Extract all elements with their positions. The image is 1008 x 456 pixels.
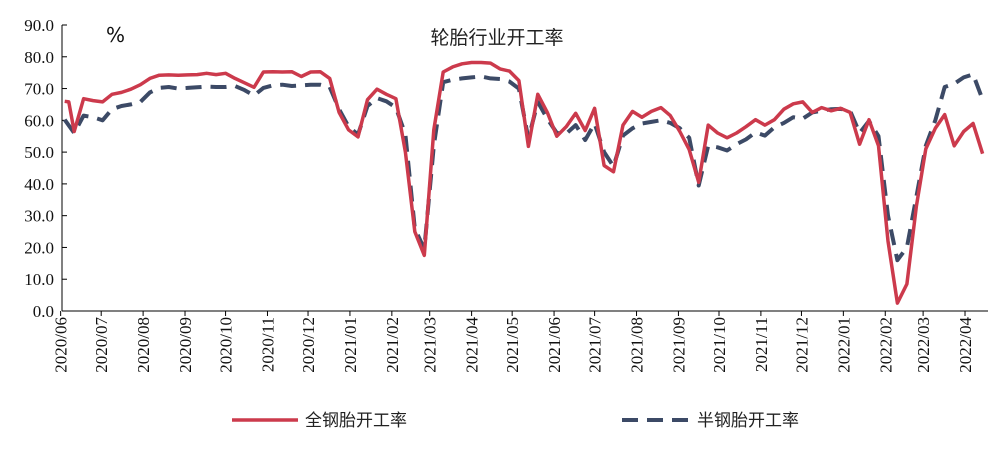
x-tick-label: 2020/06 (52, 317, 71, 373)
x-axis-ticks: 2020/06 2020/07 2020/08 2020/09 2020/10 2020/… (52, 311, 975, 373)
series-line-all-steel (64, 60, 985, 305)
x-tick-label: 2021/05 (503, 317, 522, 373)
x-tick-label: 2021/02 (383, 317, 402, 373)
x-tick-label: 2021/11 (752, 317, 771, 372)
unit-label: % (106, 23, 125, 47)
y-tick-label: 50.0 (24, 143, 54, 162)
y-tick-label: 10.0 (24, 270, 54, 289)
x-tick-label: 2021/10 (710, 317, 729, 373)
y-tick-label: 30.0 (24, 207, 54, 226)
x-tick-label: 2022/03 (914, 317, 933, 373)
x-tick-label: 2020/10 (217, 317, 236, 373)
legend-label: 半钢胎开工率 (697, 411, 799, 431)
x-tick-label: 2020/08 (134, 317, 153, 373)
y-tick-label: 40.0 (24, 175, 54, 194)
x-tick-label: 2021/01 (341, 317, 360, 373)
x-tick-label: 2021/07 (586, 317, 605, 373)
x-tick-label: 2022/04 (956, 317, 975, 373)
plot-area (63, 60, 985, 305)
legend: 全钢胎开工率 半钢胎开工率 (232, 411, 799, 431)
y-axis-ticks: 0.0 10.0 20.0 30.0 40.0 50.0 60.0 70.0 80.0 90.0 (24, 16, 67, 321)
y-tick-label: 0.0 (33, 302, 54, 321)
y-tick-label: 80.0 (24, 48, 54, 67)
y-tick-label: 60.0 (24, 111, 54, 130)
x-tick-label: 2022/01 (834, 317, 853, 373)
x-tick-label: 2021/08 (628, 317, 647, 373)
x-tick-label: 2020/11 (258, 317, 277, 372)
y-tick-label: 70.0 (24, 80, 54, 99)
y-tick-label: 20.0 (24, 238, 54, 257)
y-tick-label: 90.0 (24, 16, 54, 35)
chart-title: 轮胎行业开工率 (430, 27, 563, 49)
x-tick-label: 2021/06 (545, 317, 564, 373)
x-tick-label: 2022/02 (876, 317, 895, 373)
axes: 0.010.020.030.040.050.060.070.080.090.0 … (24, 16, 988, 373)
x-tick-label: 2020/07 (92, 317, 111, 373)
x-tick-label: 2020/09 (176, 317, 195, 373)
x-tick-label: 2021/09 (669, 317, 688, 373)
x-tick-label: 2021/12 (792, 317, 811, 373)
x-tick-label: 2021/03 (421, 317, 440, 373)
x-tick-label: 2020/12 (299, 317, 318, 373)
legend-label: 全钢胎开工率 (305, 411, 407, 431)
x-tick-label: 2021/04 (463, 317, 482, 373)
